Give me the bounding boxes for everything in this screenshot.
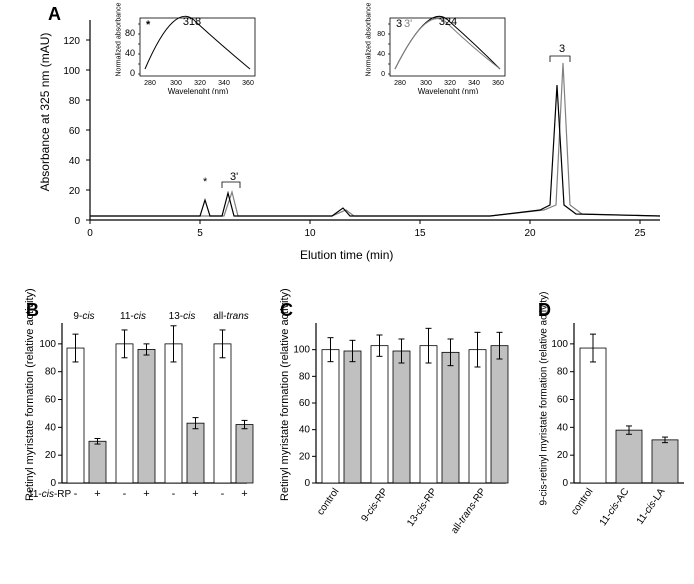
- svg-text:10: 10: [304, 228, 316, 239]
- svg-text:*: *: [146, 19, 151, 31]
- svg-text:280: 280: [394, 80, 406, 87]
- panel-d-ylabel: 9-cis-retinyl myristate formation (relat…: [539, 306, 550, 506]
- svg-text:all-trans-RP: all-trans-RP: [449, 486, 488, 536]
- svg-text:11-cis: 11-cis: [120, 311, 146, 322]
- svg-text:360: 360: [242, 80, 254, 87]
- svg-text:control: control: [569, 486, 595, 517]
- svg-text:0: 0: [74, 216, 80, 227]
- svg-text:0: 0: [304, 478, 310, 489]
- panel-d-chart: 0 20 40 60 80 100 control11-cis-AC11-cis-LA: [540, 303, 690, 583]
- inset-left: * 318 0 40 80 280 300 320 340 360 Wavele…: [120, 14, 260, 94]
- svg-text:*: *: [203, 176, 208, 188]
- svg-text:control: control: [315, 486, 341, 517]
- svg-text:80: 80: [125, 28, 135, 38]
- svg-text:3': 3': [230, 171, 238, 183]
- svg-text:320: 320: [194, 80, 206, 87]
- svg-text:13-cis: 13-cis: [169, 311, 196, 322]
- svg-text:60: 60: [69, 126, 81, 137]
- svg-text:5: 5: [197, 228, 203, 239]
- svg-text:0: 0: [130, 68, 135, 78]
- svg-text:40: 40: [377, 51, 385, 58]
- svg-text:100: 100: [39, 339, 56, 350]
- svg-text:11-cis-LA: 11-cis-LA: [635, 486, 668, 527]
- svg-text:300: 300: [170, 80, 182, 87]
- svg-text:+: +: [192, 488, 198, 500]
- svg-text:0: 0: [87, 228, 93, 239]
- svg-text:3': 3': [404, 18, 412, 30]
- svg-text:40: 40: [299, 425, 311, 436]
- svg-text:40: 40: [125, 48, 135, 58]
- svg-text:80: 80: [45, 367, 57, 378]
- svg-text:9-cis-RP: 9-cis-RP: [359, 486, 390, 524]
- svg-text:-: -: [221, 488, 225, 500]
- svg-text:11-cis-AC: 11-cis-AC: [598, 486, 632, 528]
- svg-text:360: 360: [492, 80, 504, 87]
- svg-text:-: -: [172, 488, 176, 500]
- svg-text:40: 40: [69, 156, 81, 167]
- svg-text:60: 60: [299, 398, 311, 409]
- panel-c-chart: 0 20 40 60 80 100 control 9-cis-RP 13-cis-RP all-…: [282, 303, 512, 583]
- svg-text:20: 20: [524, 228, 536, 239]
- inset-right: 3 3' 324 0 40 80 280 300 320 340 360 Wav…: [370, 14, 510, 94]
- svg-text:20: 20: [45, 450, 57, 461]
- svg-text:+: +: [143, 488, 149, 500]
- panel-a-xlabel: Elution time (min): [300, 248, 393, 262]
- panel-b-ylabel: Retinyl myristate formation (relative ac…: [24, 311, 36, 501]
- svg-text:60: 60: [45, 395, 57, 406]
- svg-text:0: 0: [381, 71, 385, 78]
- svg-text:9-cis: 9-cis: [73, 311, 94, 322]
- svg-text:120: 120: [63, 36, 80, 47]
- svg-text:-: -: [74, 488, 78, 500]
- svg-text:40: 40: [45, 422, 57, 433]
- svg-text:40: 40: [557, 422, 569, 433]
- svg-text:300: 300: [420, 80, 432, 87]
- svg-text:320: 320: [444, 80, 456, 87]
- svg-text:+: +: [241, 488, 247, 500]
- svg-text:340: 340: [468, 80, 480, 87]
- svg-text:80: 80: [377, 31, 385, 38]
- svg-text:3: 3: [396, 18, 402, 30]
- panel-a-ylabel: Absorbance at 325 nm (mAU): [38, 32, 52, 192]
- svg-text:25: 25: [634, 228, 646, 239]
- inset-right-ylabel: Normalized absorbance: [366, 7, 373, 77]
- svg-text:20: 20: [557, 450, 569, 461]
- svg-text:15: 15: [414, 228, 426, 239]
- svg-text:0: 0: [50, 478, 56, 489]
- svg-text:280: 280: [144, 80, 156, 87]
- svg-text:60: 60: [557, 395, 569, 406]
- svg-text:0: 0: [562, 478, 568, 489]
- svg-text:100: 100: [551, 339, 568, 350]
- svg-text:Wavelenght (nm): Wavelenght (nm): [168, 87, 229, 94]
- panel-c-ylabel: Retinyl myristate formation (relative ac…: [279, 311, 291, 501]
- svg-text:100: 100: [63, 66, 80, 77]
- svg-text:3: 3: [559, 43, 565, 55]
- svg-text:80: 80: [557, 367, 569, 378]
- svg-text:80: 80: [69, 96, 81, 107]
- svg-text:all-trans: all-trans: [213, 311, 249, 322]
- svg-text:318: 318: [183, 16, 201, 28]
- svg-text:-: -: [123, 488, 127, 500]
- svg-text:20: 20: [299, 451, 311, 462]
- svg-text:340: 340: [218, 80, 230, 87]
- svg-text:20: 20: [69, 186, 81, 197]
- svg-text:324: 324: [439, 16, 457, 28]
- panel-b-chart: 0 20 40 60 80 100 - + - + - + - +9-cis 11-cis 13-cis all…: [28, 303, 258, 583]
- inset-left-ylabel: Normalized absorbance: [116, 7, 123, 77]
- svg-text:100: 100: [293, 345, 310, 356]
- svg-text:+: +: [94, 488, 100, 500]
- svg-text:13-cis-RP: 13-cis-RP: [405, 486, 439, 529]
- svg-text:80: 80: [299, 371, 311, 382]
- svg-text:Wavelenght (nm): Wavelenght (nm): [418, 87, 479, 94]
